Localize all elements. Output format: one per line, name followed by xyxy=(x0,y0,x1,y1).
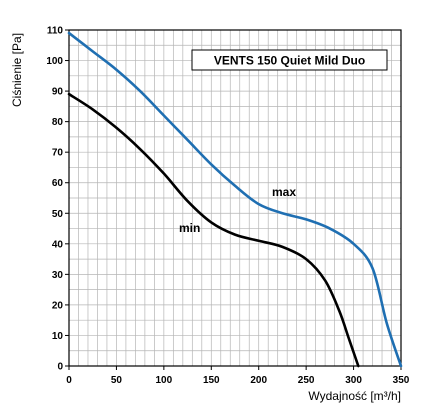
axes xyxy=(65,29,402,370)
series-label-max: max xyxy=(272,185,296,199)
series-label-min: min xyxy=(179,221,200,235)
series-line-max xyxy=(67,31,403,368)
x-tick-label: 50 xyxy=(111,375,123,386)
y-axis-label: Ciśnienie [Pa] xyxy=(10,33,24,107)
y-tick-label: 90 xyxy=(52,87,64,98)
chart-title-box xyxy=(191,49,388,71)
x-tick-label: 250 xyxy=(298,375,315,386)
x-tick-label: 0 xyxy=(66,375,72,386)
x-tick-label: 200 xyxy=(250,375,267,386)
plot-frame xyxy=(68,29,402,367)
x-tick-label: 350 xyxy=(393,375,410,386)
y-tick-label: 60 xyxy=(52,178,64,189)
series-lines xyxy=(67,31,403,368)
y-tick-label: 40 xyxy=(52,239,64,250)
y-tick-label: 50 xyxy=(52,209,64,220)
y-tick-label: 10 xyxy=(52,331,64,342)
x-tick-label: 100 xyxy=(156,375,173,386)
y-tick-label: 110 xyxy=(47,26,64,37)
y-tick-label: 20 xyxy=(52,300,64,311)
y-tick-label: 80 xyxy=(52,117,64,128)
y-tick-label: 70 xyxy=(52,148,64,159)
grid xyxy=(69,30,401,366)
x-tick-label: 300 xyxy=(345,375,362,386)
series-line-min xyxy=(67,92,360,368)
x-tick-label: 150 xyxy=(203,375,220,386)
y-tick-label: 100 xyxy=(46,56,63,67)
chart-title: VENTS 150 Quiet Mild Duo xyxy=(214,54,365,68)
tick-labels: 0 50 100 150 200 250 300 350 0 10 20 30 40 50 60 70 80 90… xyxy=(46,26,409,387)
y-tick-label: 0 xyxy=(57,362,63,373)
x-axis-label: Wydajność [m³/h] xyxy=(308,389,401,403)
y-tick-label: 30 xyxy=(52,270,64,281)
